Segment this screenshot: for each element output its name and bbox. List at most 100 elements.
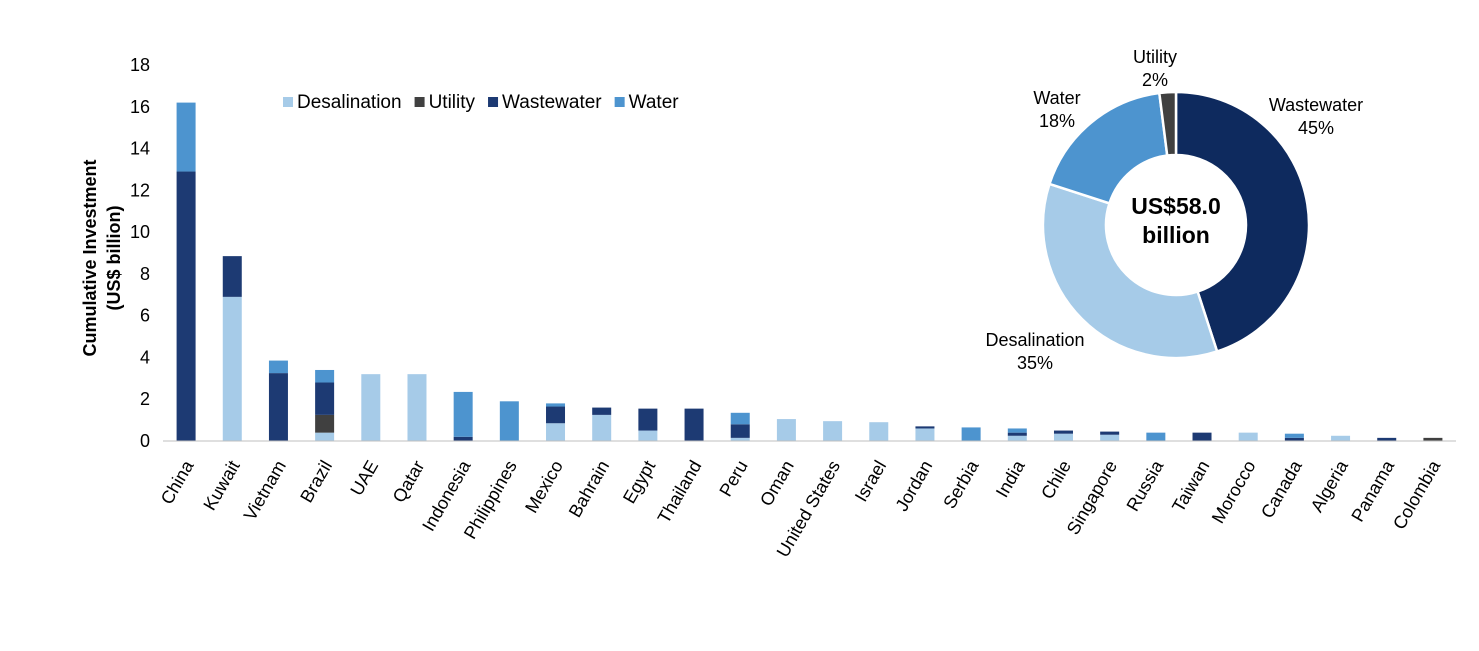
- bar-egypt-desalination: [638, 430, 658, 441]
- bar-jordan-desalination: [915, 428, 935, 441]
- bar-taiwan-wastewater: [1192, 432, 1212, 441]
- bar-brazil-wastewater: [315, 382, 335, 415]
- bar-series: [176, 102, 1443, 442]
- bar-jordan-wastewater: [915, 426, 935, 429]
- donut-labels: Wastewater 45% Desalination 35% Water 18% Util…: [985, 47, 1363, 373]
- x-tick-label-vietnam: Vietnam: [240, 457, 290, 524]
- bar-kuwait-desalination: [222, 296, 242, 441]
- bar-chile-wastewater: [1053, 430, 1073, 434]
- x-tick-label-kuwait: Kuwait: [199, 457, 243, 514]
- donut-center-unit: billion: [1142, 222, 1210, 248]
- donut-label-pct-water: 18%: [1039, 111, 1075, 131]
- x-tick-label-china: China: [157, 456, 198, 508]
- legend-swatch-water: [614, 97, 625, 107]
- bar-panama-wastewater: [1377, 437, 1397, 441]
- bar-bahrain-wastewater: [592, 407, 612, 415]
- x-tick-label-brazil: Brazil: [296, 457, 336, 506]
- donut-slice-desalination: [1041, 182, 1219, 360]
- legend-swatch-wastewater: [488, 97, 499, 107]
- x-tick-label-thailand: Thailand: [654, 457, 706, 527]
- bar-mexico-water: [546, 403, 566, 407]
- bar-brazil-water: [315, 369, 335, 383]
- x-tick-label-morocco: Morocco: [1208, 457, 1260, 527]
- bar-mexico-desalination: [546, 423, 566, 441]
- bar-china-wastewater: [176, 171, 196, 442]
- y-axis-ticks: 0 2 4 6 8 10 12 14 16 18: [130, 55, 150, 451]
- y-axis-title-line2: (US$ billion): [104, 206, 124, 311]
- x-tick-label-russia: Russia: [1122, 456, 1167, 515]
- x-tick-label-oman: Oman: [756, 457, 798, 509]
- donut-center-amount: US$58.0: [1131, 193, 1221, 219]
- bar-colombia-utility: [1423, 437, 1443, 441]
- y-axis-title-line1: Cumulative Investment: [80, 159, 100, 356]
- legend-label-water: Water: [629, 92, 680, 113]
- bar-mexico-wastewater: [546, 406, 566, 424]
- bar-algeria-desalination: [1331, 435, 1351, 441]
- bar-thailand-wastewater: [684, 408, 704, 441]
- y-tick-label: 2: [140, 389, 150, 409]
- legend: Desalination Utility Wastewater Water: [283, 92, 679, 113]
- x-tick-label-uae: UAE: [346, 457, 382, 499]
- bar-india-wastewater: [1007, 432, 1027, 436]
- donut-slice-wastewater: [1174, 90, 1311, 354]
- bar-uae-desalination: [361, 374, 381, 441]
- donut-label-name-water: Water: [1033, 88, 1080, 108]
- donut-label-name-wastewater: Wastewater: [1269, 95, 1363, 115]
- x-tick-label-israel: Israel: [851, 457, 890, 505]
- y-tick-label: 14: [130, 139, 150, 159]
- x-tick-label-chile: Chile: [1037, 457, 1075, 503]
- donut-slice-water: [1047, 91, 1169, 205]
- y-tick-label: 18: [130, 55, 150, 75]
- donut-label-pct-desalination: 35%: [1017, 353, 1053, 373]
- donut-label-name-desalination: Desalination: [985, 330, 1084, 350]
- y-tick-label: 16: [130, 97, 150, 117]
- bar-kuwait-wastewater: [222, 256, 242, 297]
- bar-indonesia-wastewater: [453, 436, 473, 441]
- legend-swatch-utility: [414, 97, 425, 107]
- bar-vietnam-wastewater: [268, 373, 288, 441]
- bar-canada-wastewater: [1284, 437, 1304, 441]
- y-tick-label: 0: [140, 431, 150, 451]
- bar-morocco-desalination: [1238, 432, 1258, 441]
- bar-vietnam-water: [268, 360, 288, 374]
- bar-bahrain-desalination: [592, 414, 612, 441]
- bar-philippines-water: [499, 401, 519, 441]
- donut-chart: [1041, 90, 1311, 360]
- bar-peru-desalination: [730, 437, 750, 441]
- x-tick-label-panama: Panama: [1347, 456, 1398, 525]
- x-tick-label-mexico: Mexico: [521, 457, 567, 516]
- bar-united-states-desalination: [823, 421, 843, 441]
- bar-serbia-water: [961, 427, 981, 441]
- bar-india-water: [1007, 428, 1027, 433]
- x-tick-label-algeria: Algeria: [1307, 456, 1353, 515]
- bar-chile-desalination: [1053, 433, 1073, 441]
- legend-swatch-desalination: [283, 97, 293, 107]
- bar-peru-water: [730, 412, 750, 425]
- legend-label-utility: Utility: [429, 92, 476, 113]
- bar-peru-wastewater: [730, 424, 750, 438]
- bar-qatar-desalination: [407, 374, 427, 441]
- legend-label-wastewater: Wastewater: [502, 92, 602, 113]
- bar-singapore-wastewater: [1100, 431, 1120, 435]
- x-tick-label-taiwan: Taiwan: [1168, 457, 1213, 516]
- bar-oman-desalination: [776, 419, 796, 441]
- donut-label-pct-wastewater: 45%: [1298, 118, 1334, 138]
- donut-label-pct-utility: 2%: [1142, 70, 1168, 90]
- y-tick-label: 4: [140, 347, 150, 367]
- bar-canada-water: [1284, 433, 1304, 438]
- bar-brazil-utility: [315, 414, 335, 433]
- x-tick-label-serbia: Serbia: [939, 456, 983, 512]
- y-tick-label: 8: [140, 264, 150, 284]
- x-tick-label-egypt: Egypt: [619, 457, 659, 507]
- bar-egypt-wastewater: [638, 408, 658, 431]
- y-tick-label: 6: [140, 306, 150, 326]
- x-tick-label-canada: Canada: [1257, 456, 1306, 521]
- y-tick-label: 12: [130, 180, 150, 200]
- x-tick-label-peru: Peru: [715, 457, 751, 500]
- bar-russia-water: [1146, 432, 1166, 441]
- y-tick-label: 10: [130, 222, 150, 242]
- bar-brazil-desalination: [315, 432, 335, 441]
- donut-center-label: US$58.0 billion: [1131, 193, 1221, 248]
